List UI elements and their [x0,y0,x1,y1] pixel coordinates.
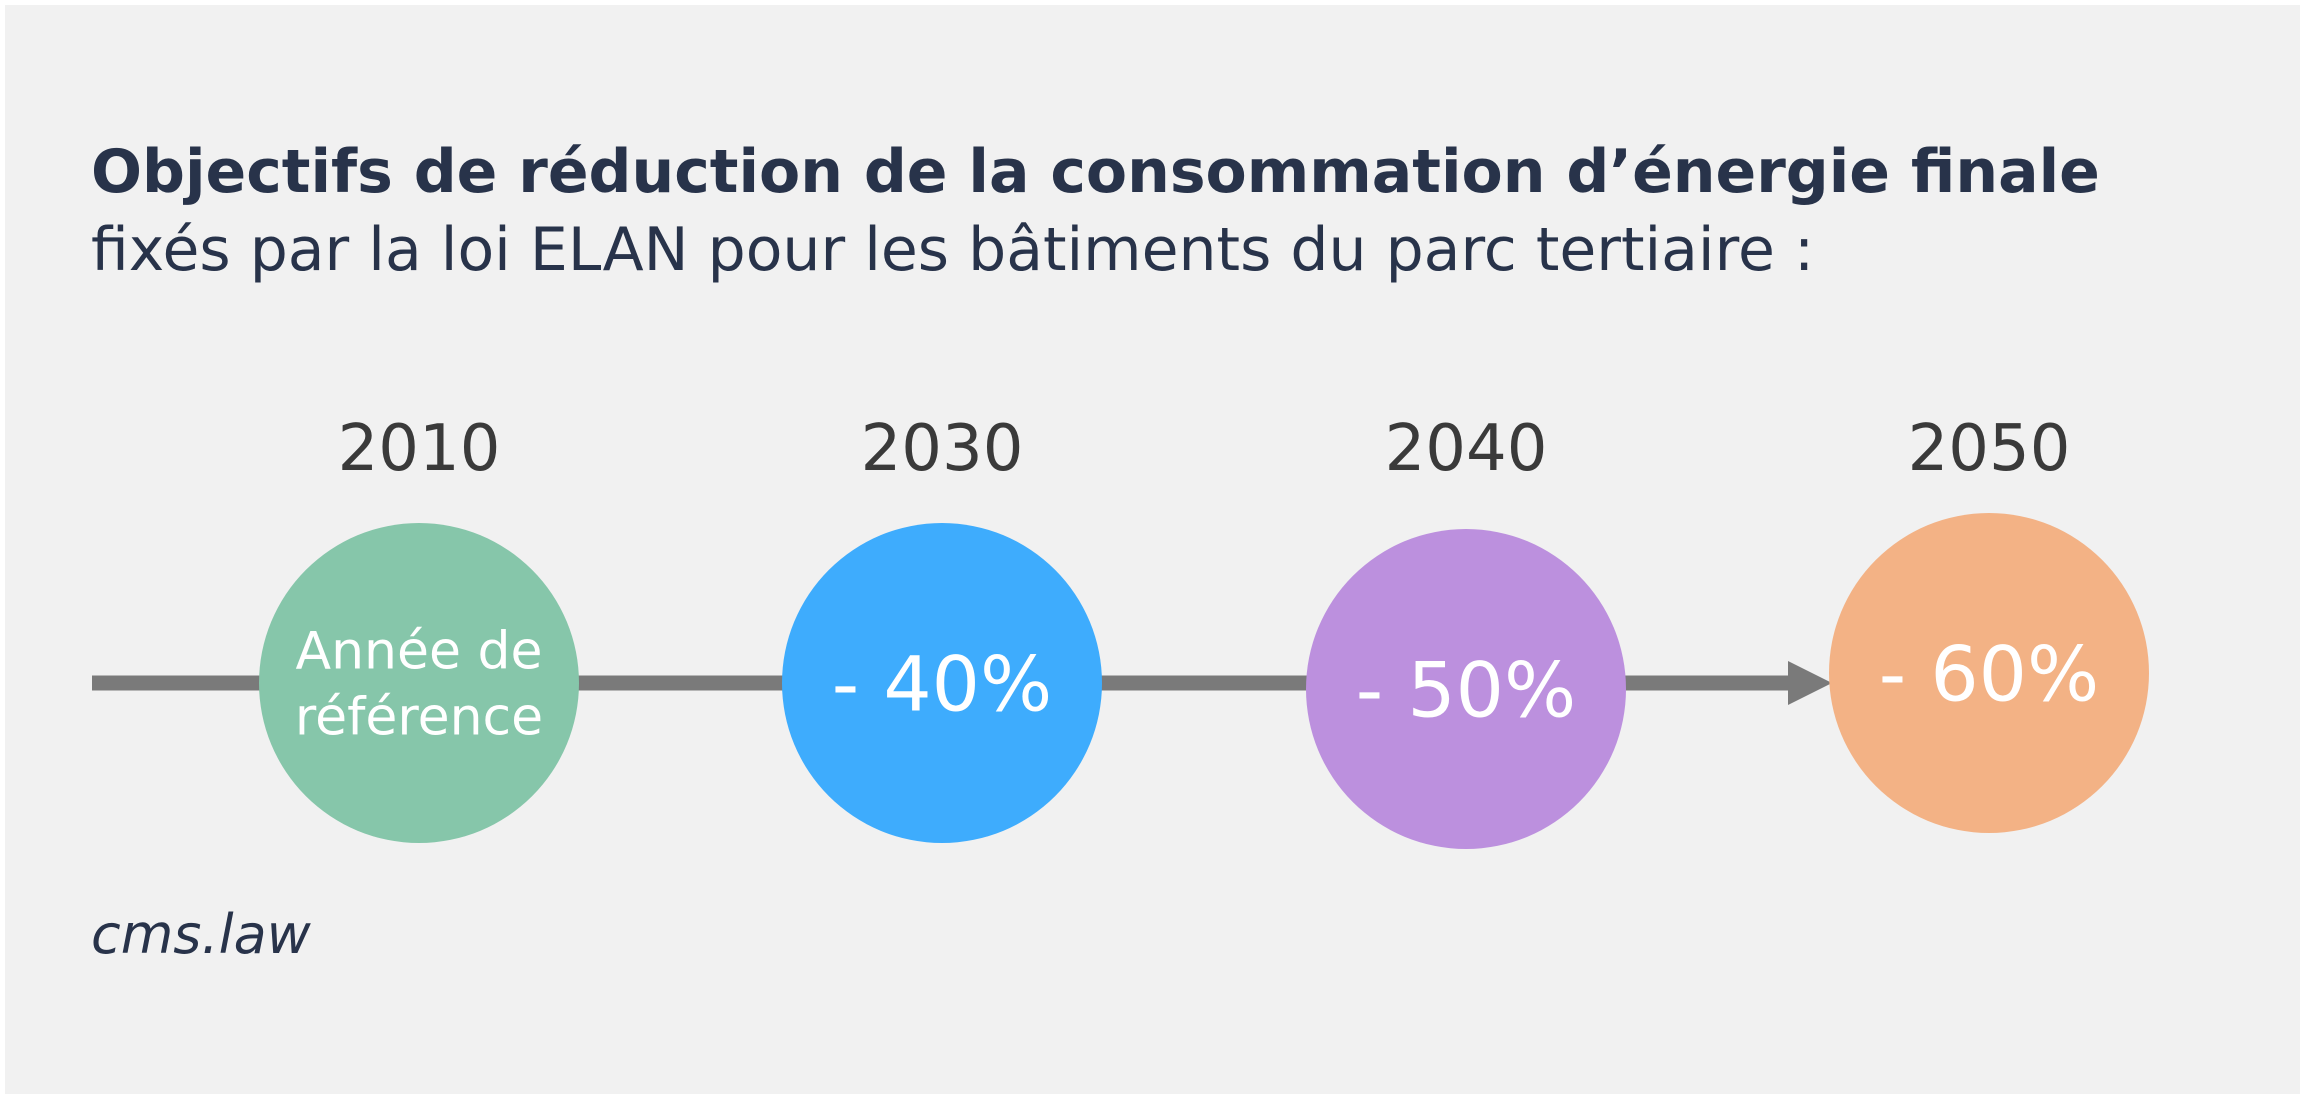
milestone-label: - 60% [1879,629,2100,718]
title: Objectifs de réduction de la consommatio… [91,137,2100,207]
milestone-circle [1306,529,1626,849]
year-label: 2040 [1385,412,1548,486]
year-label: 2050 [1908,412,2071,486]
milestone-circle [259,523,579,843]
year-label: 2010 [338,412,501,486]
milestone-label: - 50% [1356,645,1577,734]
milestone-label: référence [295,688,543,748]
milestone-circle [1829,513,2149,833]
footer-source: cms.law [91,903,312,966]
milestone-circle [782,523,1102,843]
subtitle: fixés par la loi ELAN pour les bâtiments… [91,215,1814,285]
milestone-label: - 40% [832,639,1053,728]
timeline-arrow [1788,661,1832,705]
milestone-label: Année de [296,622,543,682]
year-label: 2030 [861,412,1024,486]
